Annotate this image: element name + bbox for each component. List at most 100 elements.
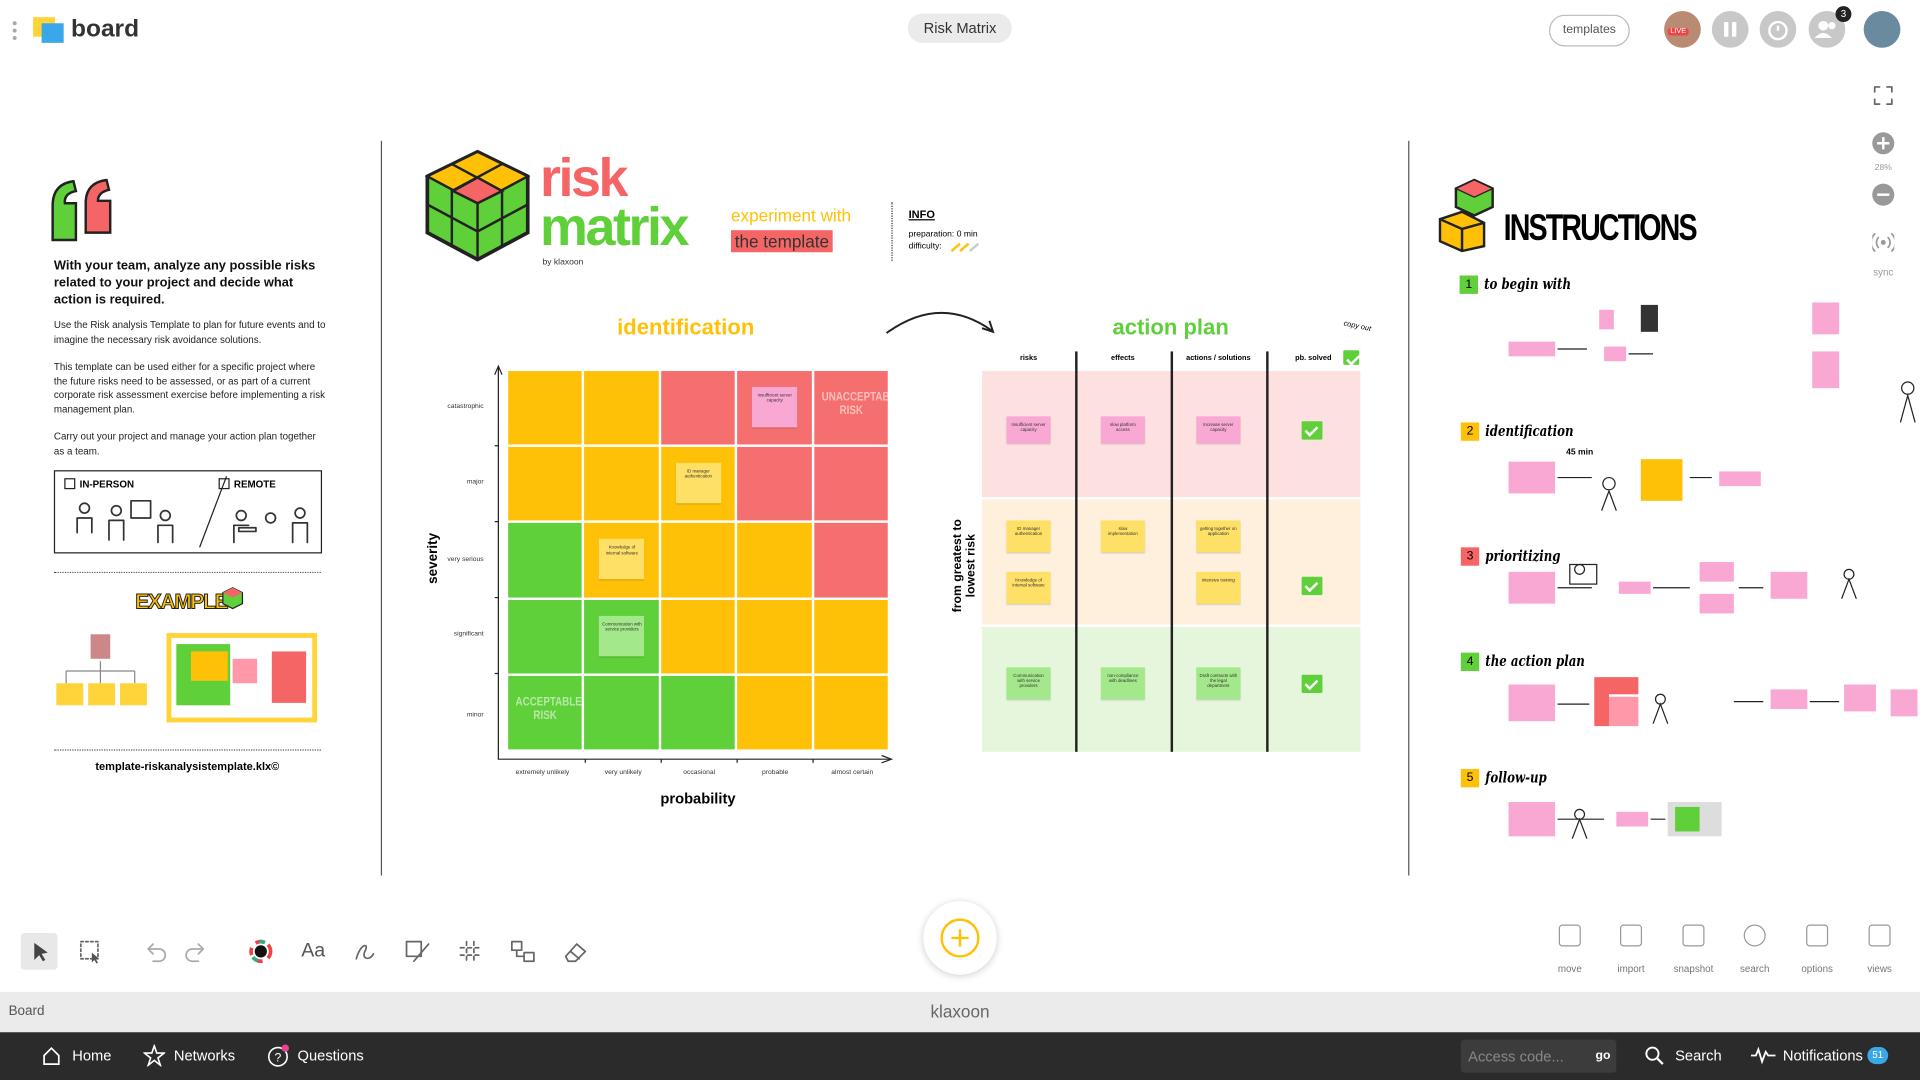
- tagline-highlight: the template: [731, 230, 833, 253]
- separator: [53, 571, 321, 574]
- tool-lasso[interactable]: [78, 939, 102, 964]
- step-label: the action plan: [1485, 652, 1585, 670]
- board-title[interactable]: Risk Matrix: [907, 13, 1013, 43]
- section-title: action plan: [1112, 314, 1229, 340]
- solved-check[interactable]: [1301, 576, 1323, 596]
- solved-check[interactable]: [1301, 421, 1323, 440]
- sticky-note: ID manager authentication: [1006, 520, 1051, 553]
- access-input[interactable]: Access code... go: [1460, 1039, 1617, 1073]
- step-number: 1: [1459, 275, 1478, 294]
- probability-label: almost certain: [831, 768, 874, 777]
- nav-notifications[interactable]: Notifications: [1782, 1046, 1863, 1065]
- column-header: effects: [1111, 355, 1135, 363]
- column-line: [1075, 351, 1077, 752]
- action-label[interactable]: snapshot: [1673, 963, 1714, 975]
- menu-dots[interactable]: [10, 20, 20, 42]
- matrix-cell: [660, 599, 735, 674]
- risk-matrix: UNACCEPTABLE RISK ACCEPTABLE RISK Insuffic…: [508, 371, 902, 752]
- sticky-note: Knowledge of internal software: [599, 539, 645, 580]
- nav-item[interactable]: Home: [72, 1046, 112, 1065]
- zoom-in[interactable]: [1871, 131, 1895, 155]
- live-avatar[interactable]: LIVE: [1664, 11, 1701, 48]
- action-label[interactable]: search: [1739, 963, 1770, 975]
- action-label[interactable]: move: [1557, 963, 1582, 975]
- severity-label: major: [466, 478, 484, 487]
- sticky-note: Knowledge of internal software: [1006, 571, 1051, 604]
- example-illustration: [56, 587, 318, 723]
- action-icon[interactable]: [1806, 924, 1829, 947]
- fullscreen-button[interactable]: [1873, 86, 1893, 106]
- action-icon[interactable]: [1743, 924, 1766, 947]
- user-avatar[interactable]: [1863, 11, 1901, 48]
- logo: [33, 17, 64, 43]
- mode-label: IN-PERSON: [79, 478, 135, 490]
- action-icon[interactable]: [1868, 924, 1891, 947]
- action-label[interactable]: views: [1867, 963, 1892, 975]
- pause-button[interactable]: [1711, 11, 1749, 48]
- matrix-cell: [508, 447, 583, 521]
- probability-label: probable: [761, 768, 789, 777]
- probability-label: occasional: [683, 768, 716, 777]
- modes-box: IN-PERSON REMOTE: [53, 470, 323, 554]
- participants-count: 3: [1835, 6, 1852, 23]
- column-line: [1170, 351, 1173, 752]
- tool-connector[interactable]: [509, 939, 536, 963]
- add-button[interactable]: [923, 901, 997, 975]
- tool-pen[interactable]: [353, 939, 377, 963]
- timer-button[interactable]: [1759, 11, 1797, 48]
- tool-color[interactable]: [249, 939, 273, 964]
- templates-button[interactable]: templates: [1548, 14, 1630, 47]
- tool-grid[interactable]: [458, 939, 482, 963]
- tool-shape[interactable]: [404, 939, 433, 963]
- column-header: risks: [1019, 355, 1038, 363]
- tool-redo[interactable]: [184, 939, 208, 963]
- nav-item[interactable]: Questions: [297, 1046, 364, 1065]
- matrix-cell: [660, 675, 735, 750]
- tool-eraser[interactable]: [562, 939, 589, 963]
- tool-select[interactable]: [20, 933, 58, 970]
- matrix-cell: [584, 675, 659, 750]
- paragraph: Carry out your project and manage your a…: [53, 431, 316, 457]
- matrix-cell: [737, 523, 812, 598]
- nav-search[interactable]: Search: [1675, 1046, 1722, 1065]
- action-icon[interactable]: [1682, 924, 1705, 947]
- action-icon[interactable]: [1558, 924, 1581, 947]
- zoom-out[interactable]: [1871, 182, 1895, 206]
- sticky-note: Draft contracts with the legal departmen…: [1196, 667, 1241, 700]
- zone-label: ACCEPTABLE RISK: [515, 695, 582, 723]
- separator: [53, 749, 321, 751]
- step-label: to begin with: [1484, 275, 1572, 293]
- matrix-cell: [737, 675, 812, 750]
- sticky-note: getting together on application: [1196, 520, 1241, 553]
- probability-label: extremely unlikely: [515, 768, 570, 777]
- duration: 45 min: [1566, 448, 1594, 457]
- zoom-level: 28%: [1874, 164, 1892, 173]
- action-label[interactable]: import: [1617, 963, 1645, 975]
- byline: by klaxoon: [542, 258, 584, 267]
- questions-icon: ?: [267, 1044, 289, 1067]
- tool-text[interactable]: Aa: [301, 940, 326, 962]
- sticky-note: intensive training: [1196, 571, 1241, 604]
- participants-button[interactable]: [1808, 11, 1846, 48]
- sync-icon[interactable]: [1872, 233, 1895, 253]
- copy-check[interactable]: [1343, 350, 1360, 365]
- action-label[interactable]: options: [1801, 963, 1833, 975]
- section-name: Board: [8, 1004, 45, 1019]
- sticky-note: Increase server capacity: [1196, 416, 1241, 444]
- tagline: experiment with: [731, 205, 852, 226]
- step-label: identification: [1485, 422, 1574, 440]
- go-button[interactable]: go: [1595, 1049, 1611, 1063]
- section-title: identification: [617, 314, 755, 340]
- nav-item[interactable]: Networks: [173, 1046, 236, 1065]
- paragraph: Use the Risk analysis Template to plan f…: [53, 319, 326, 345]
- matrix-cell: [813, 371, 888, 445]
- action-icon[interactable]: [1620, 924, 1643, 947]
- tool-undo[interactable]: [143, 939, 167, 963]
- home-icon: [43, 1046, 60, 1065]
- severity-label: significant: [453, 630, 484, 638]
- solved-check[interactable]: [1301, 674, 1323, 694]
- matrix-cell: [508, 523, 583, 598]
- sticky-note: slow platform access: [1100, 416, 1145, 444]
